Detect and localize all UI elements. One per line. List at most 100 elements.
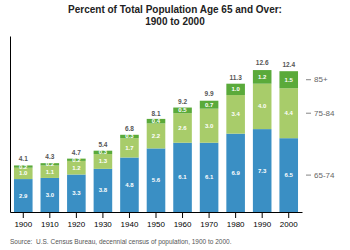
bar-segment xyxy=(173,113,192,143)
bar-segment xyxy=(147,123,166,148)
data-label: 3.3 xyxy=(72,190,81,196)
x-tick-label: 1920 xyxy=(67,220,85,229)
totals: 4.14.34.75.46.88.19.29.911.312.612.4 xyxy=(19,59,296,163)
title: Percent of Total Population Age 65 and O… xyxy=(68,4,282,27)
data-label: 1.1 xyxy=(46,169,55,175)
bar-segment xyxy=(147,119,166,124)
x-tick: 1930 xyxy=(94,212,112,229)
x-tick-label: 1990 xyxy=(253,220,271,229)
data-label: 1.3 xyxy=(99,158,108,164)
source-note: Source: U.S. Census Bureau, decennial ce… xyxy=(10,238,232,246)
total-label: 4.3 xyxy=(45,153,54,160)
x-tick-label: 2000 xyxy=(280,220,298,229)
bar-segment xyxy=(147,148,166,212)
data-label: 0.4 xyxy=(152,118,161,124)
x-tick: 1960 xyxy=(174,212,192,229)
x-tick-label: 1970 xyxy=(200,220,218,229)
x-tick: 1970 xyxy=(200,212,218,229)
data-label: 1.2 xyxy=(258,74,267,80)
x-tick-mark xyxy=(235,212,236,218)
data-label: 6.9 xyxy=(231,170,240,176)
data-label: 1.2 xyxy=(72,165,81,171)
x-tick-mark xyxy=(129,212,130,218)
bar-segment xyxy=(279,88,298,138)
bar-segment xyxy=(94,169,113,212)
data-label: 1.0 xyxy=(19,170,28,176)
data-label: 4.0 xyxy=(258,103,267,109)
series-label: 65-74 xyxy=(314,171,335,180)
x-tick-label: 1900 xyxy=(14,220,32,229)
x-tick-label: 1980 xyxy=(227,220,245,229)
x-tick-mark xyxy=(209,212,210,218)
x-tick: 1980 xyxy=(227,212,245,229)
data-labels: 2.93.03.33.84.85.66.16.16.97.36.51.01.11… xyxy=(19,74,293,199)
data-label: 7.3 xyxy=(258,168,267,174)
total-label: 5.4 xyxy=(98,141,107,148)
bar-segment xyxy=(94,154,113,169)
x-tick-mark xyxy=(156,212,157,218)
bar-segment xyxy=(200,101,219,109)
x-tick-label: 1910 xyxy=(41,220,59,229)
total-label: 4.7 xyxy=(72,149,81,156)
x-tick: 1910 xyxy=(41,212,59,229)
series-labels: 85+ 75-84 65-74 xyxy=(306,75,335,179)
data-label: 0.5 xyxy=(178,107,187,113)
series-label-dash xyxy=(306,175,311,176)
bar-segment xyxy=(14,179,33,212)
data-label: 3.0 xyxy=(46,192,55,198)
bar-segment xyxy=(200,109,219,143)
x-axis: 1900 1910 1920 1930 1940 1950 1960 1970 1980 1990… xyxy=(11,212,303,229)
x-tick-label: 1960 xyxy=(174,220,192,229)
x-tick: 1950 xyxy=(147,212,165,229)
x-tick-mark xyxy=(102,212,103,218)
x-tick-mark xyxy=(76,212,77,218)
bar-segment xyxy=(41,165,60,177)
total-label: 9.2 xyxy=(178,98,187,105)
series-label: 75-84 xyxy=(314,109,335,118)
data-label: 1.5 xyxy=(285,77,294,83)
bar-segment xyxy=(253,84,272,129)
data-label: 1.0 xyxy=(231,86,240,92)
x-tick: 1990 xyxy=(253,212,271,229)
series-label-dash xyxy=(306,113,311,114)
x-tick-label: 1930 xyxy=(94,220,112,229)
bar-segment xyxy=(173,143,192,212)
bar-segment xyxy=(226,95,245,134)
data-label: 0.2 xyxy=(72,157,81,163)
x-tick-mark xyxy=(49,212,50,218)
x-tick: 1940 xyxy=(121,212,139,229)
data-label: 1.7 xyxy=(125,145,134,151)
data-label: 4.4 xyxy=(285,110,294,116)
title-line: 1900 to 2000 xyxy=(145,16,205,27)
data-label: 4.8 xyxy=(125,182,134,188)
bar-segment xyxy=(279,138,298,212)
bar-segment xyxy=(253,70,272,84)
total-label: 11.3 xyxy=(229,74,242,81)
x-tick-mark xyxy=(288,212,289,218)
series-label: 85+ xyxy=(314,75,328,84)
data-label: 3.4 xyxy=(231,111,240,117)
x-tick-mark xyxy=(23,212,24,218)
total-label: 4.1 xyxy=(19,155,28,162)
data-label: 2.6 xyxy=(178,125,187,131)
bar-segment xyxy=(120,138,139,157)
data-label: 6.5 xyxy=(285,172,294,178)
bar-segment xyxy=(200,143,219,212)
plot: 1900 1910 1920 1930 1940 1950 1960 1970 1980 1990… xyxy=(11,37,336,229)
bar-segment xyxy=(226,84,245,95)
series-1 xyxy=(14,84,298,179)
data-label: 3.8 xyxy=(99,187,108,193)
bar-segment xyxy=(120,157,139,212)
bar-segment xyxy=(279,71,298,88)
data-label: 0.3 xyxy=(125,133,134,139)
x-tick-label: 1940 xyxy=(121,220,139,229)
x-tick: 1920 xyxy=(67,212,85,229)
bar-segment xyxy=(67,175,86,212)
y-axis xyxy=(10,37,11,213)
x-tick-mark xyxy=(182,212,183,218)
data-label: 3.0 xyxy=(205,123,214,129)
data-label: 2.9 xyxy=(19,193,28,199)
data-label: 0.2 xyxy=(46,161,55,167)
total-label: 9.9 xyxy=(205,90,214,97)
y-axis-line xyxy=(10,37,11,213)
